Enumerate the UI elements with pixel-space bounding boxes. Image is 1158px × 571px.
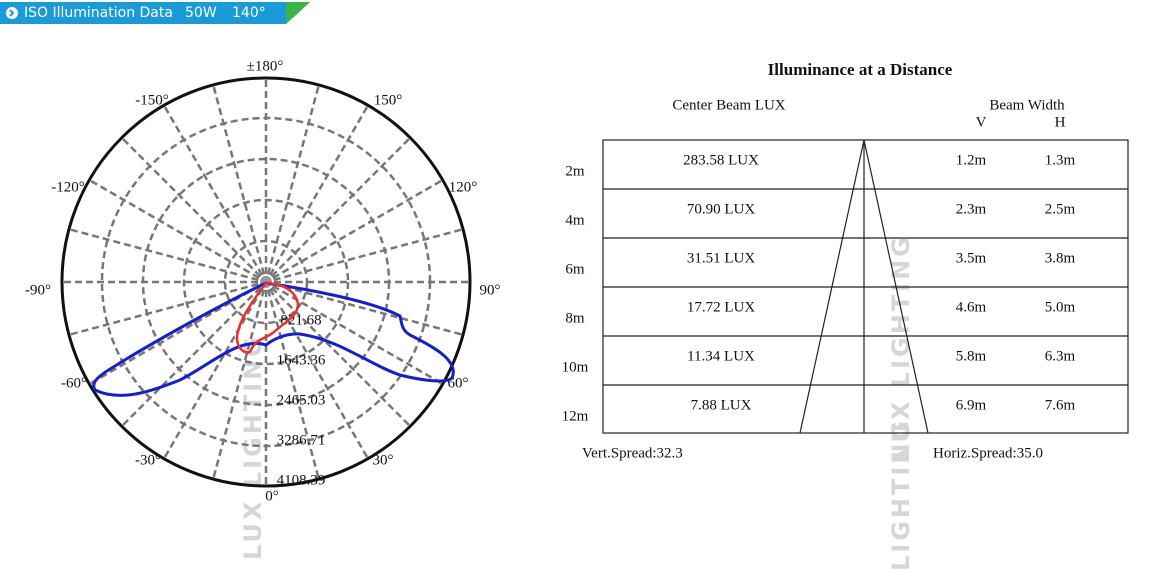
- watermark: LUX LIGHTING: [239, 334, 267, 560]
- grid-spoke: [68, 282, 259, 337]
- beam-curve-c90: [235, 281, 300, 354]
- row-distance: 6m: [565, 261, 585, 277]
- angle-label: 30°: [373, 452, 394, 468]
- header-angle: 140°: [232, 5, 266, 21]
- center-lux: 70.90 LUX: [687, 201, 755, 217]
- beam-width-v: 3.5m: [956, 250, 987, 266]
- header-title: ISO Illumination Data: [24, 5, 173, 21]
- grid-spoke: [268, 104, 370, 276]
- column-header: V: [976, 114, 987, 130]
- column-header: Beam Width: [989, 97, 1065, 113]
- header-bar: [0, 2, 310, 24]
- beam-width-v: 5.8m: [956, 348, 987, 364]
- beam-width-v: 2.3m: [956, 201, 987, 217]
- ring-label: 3286.71: [277, 432, 326, 448]
- grid-spoke: [162, 104, 264, 276]
- center-lux: 11.34 LUX: [687, 348, 755, 364]
- ring-label: 821.68: [280, 312, 321, 328]
- angle-label: ±180°: [247, 58, 284, 74]
- table-title: Illuminance at a Distance: [768, 60, 953, 79]
- vert-spread: Vert.Spread:32.3: [582, 445, 683, 461]
- angle-label: 90°: [480, 282, 501, 298]
- row-distance: 2m: [565, 163, 585, 179]
- angle-label: 60°: [448, 375, 469, 391]
- header-accent: [286, 2, 310, 24]
- beam-width-h: 7.6m: [1045, 397, 1076, 413]
- beam-width-v: 1.2m: [956, 152, 987, 168]
- beam-width-v: 4.6m: [956, 299, 987, 315]
- header-icon-arrow: [9, 9, 15, 17]
- grid-spoke: [272, 178, 444, 280]
- watermark: LIGHTING: [887, 418, 915, 571]
- angle-label: -150°: [135, 92, 169, 108]
- angle-label: 120°: [449, 179, 478, 195]
- beam-width-h: 3.8m: [1045, 250, 1076, 266]
- center-lux: 17.72 LUX: [687, 299, 755, 315]
- angle-label: -60°: [61, 375, 87, 391]
- center-lux: 283.58 LUX: [683, 152, 759, 168]
- beam-width-v: 6.9m: [956, 397, 987, 413]
- grid-spoke: [270, 136, 412, 278]
- grid-spoke: [88, 178, 260, 280]
- center-lux: 31.51 LUX: [687, 250, 755, 266]
- horiz-spread: Horiz.Spread:35.0: [933, 445, 1043, 461]
- angle-label: 150°: [374, 92, 403, 108]
- row-distance: 8m: [565, 310, 585, 326]
- beam-width-h: 1.3m: [1045, 152, 1076, 168]
- row-distance: 10m: [562, 359, 589, 375]
- column-header: Center Beam LUX: [672, 97, 785, 113]
- column-header: H: [1055, 114, 1066, 130]
- row-distance: 12m: [562, 408, 589, 424]
- angle-label: 0°: [265, 488, 279, 504]
- grid-ring: [182, 198, 350, 366]
- angle-label: -120°: [51, 179, 85, 195]
- grid-spoke: [68, 227, 259, 282]
- polar-diagram: ±180° -150° 150° -120° 120° -90° 90° -60° 60° -30…: [25, 58, 501, 504]
- grid-spoke: [120, 136, 262, 278]
- beam-curve-c0: [92, 281, 455, 397]
- watermarks: LUX LIGHTING LUX LIGHTING LIGHTING: [239, 234, 915, 571]
- beam-width-h: 5.0m: [1045, 299, 1076, 315]
- outer-ring: [60, 76, 472, 488]
- ring-label: 2465.03: [277, 392, 326, 408]
- center-lux: 7.88 LUX: [691, 397, 752, 413]
- beam-width-h: 6.3m: [1045, 348, 1076, 364]
- ring-label: 4108.39: [277, 472, 326, 488]
- beam-width-h: 2.5m: [1045, 201, 1076, 217]
- grid-spoke: [273, 227, 464, 282]
- grid-spoke: [211, 84, 266, 275]
- angle-label: -90°: [25, 282, 51, 298]
- angle-label: -30°: [135, 452, 161, 468]
- ring-label: 1643.36: [277, 352, 326, 368]
- row-distance: 4m: [565, 212, 585, 228]
- grid-spoke: [266, 84, 321, 275]
- watermark: LUX LIGHTING: [887, 234, 915, 460]
- header-power: 50W: [185, 5, 217, 21]
- distance-table: Illuminance at a Distance Center Beam LU…: [562, 60, 1129, 461]
